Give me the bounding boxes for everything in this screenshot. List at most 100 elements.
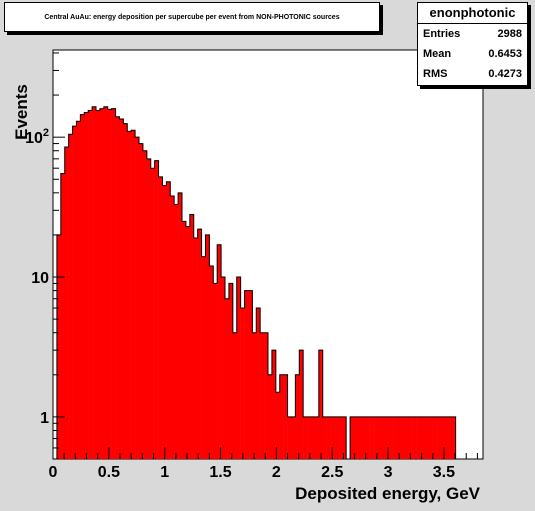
- histogram-bar: [342, 416, 347, 459]
- y-axis-label: Events: [12, 84, 31, 140]
- histogram-bar: [205, 234, 210, 459]
- histogram-bar: [76, 121, 81, 459]
- histogram-bar: [314, 416, 320, 459]
- stats-label: Entries: [423, 28, 461, 40]
- histogram-bar: [213, 283, 218, 459]
- histogram-bar: [209, 265, 214, 459]
- histogram-outline-path: [56, 106, 457, 460]
- histogram-bar: [322, 416, 327, 459]
- x-tick-label: 2.5: [321, 464, 343, 481]
- x-axis: 0 0.5 1 1.5 2 2.5 3 3.5: [49, 447, 478, 481]
- histogram-bar: [107, 109, 112, 459]
- histogram-bar: [377, 416, 382, 459]
- histogram-bar: [115, 116, 120, 459]
- histogram-bar: [451, 416, 456, 459]
- histogram-bar: [72, 126, 77, 459]
- x-tick-label: 1.5: [209, 464, 231, 481]
- histogram-bar: [80, 114, 85, 459]
- histogram-bar: [166, 181, 171, 459]
- histogram-bar: [447, 416, 453, 459]
- histogram-bar: [197, 229, 202, 459]
- stats-box: enonphotonic Entries 2988 Mean 0.6453 RM…: [417, 2, 528, 86]
- histogram-bar: [150, 168, 155, 459]
- histogram-bar: [287, 416, 292, 459]
- histogram-bar: [424, 416, 429, 459]
- histogram-bar: [350, 416, 355, 459]
- stats-label: RMS: [423, 68, 448, 80]
- histogram-bar: [236, 277, 241, 459]
- histogram-bar: [139, 143, 144, 459]
- x-axis-label: Deposited energy, GeV: [295, 484, 481, 503]
- histogram-bar: [99, 108, 105, 460]
- histogram-bar: [228, 283, 234, 459]
- histogram-bar: [60, 173, 66, 460]
- histogram-bar: [142, 150, 148, 459]
- histogram-bar: [318, 350, 324, 459]
- histogram-bar: [64, 147, 69, 460]
- histogram-bar: [221, 277, 226, 459]
- x-tick-label: 1: [160, 464, 169, 481]
- histogram-bar: [96, 110, 101, 460]
- histogram-bar: [127, 131, 132, 459]
- histogram-bar: [354, 416, 359, 459]
- histogram-bar: [248, 290, 253, 459]
- x-tick-label: 3: [384, 464, 393, 481]
- histogram-bar: [244, 290, 249, 459]
- histogram-bar: [119, 118, 124, 459]
- chart-title: Central AuAu: energy deposition per supe…: [4, 2, 380, 32]
- y-tick-label: 10: [31, 270, 49, 287]
- histogram-bar: [330, 416, 335, 459]
- histogram-bar: [397, 416, 402, 459]
- histogram-bar: [295, 374, 300, 459]
- histogram-bar: [416, 416, 421, 459]
- histogram-bar: [84, 112, 89, 459]
- histogram-bar: [400, 416, 406, 459]
- histogram-bar: [252, 332, 257, 459]
- stats-row-entries: Entries 2988: [418, 24, 527, 44]
- x-tick-label: 3.5: [433, 464, 455, 481]
- histogram-bar: [88, 110, 93, 460]
- histogram-bar: [299, 350, 304, 459]
- histogram-bar: [170, 195, 175, 459]
- histogram-bar: [146, 158, 152, 459]
- histogram-bar: [311, 416, 316, 459]
- y-tick-label: 1: [40, 410, 49, 427]
- histogram-bar: [260, 332, 265, 459]
- histogram-bar: [123, 123, 128, 460]
- histogram-bar: [408, 416, 413, 459]
- x-tick-label: 0.5: [98, 464, 120, 481]
- histogram-bar: [291, 416, 296, 459]
- histogram-bar: [338, 416, 343, 459]
- stats-value: 0.6453: [488, 48, 522, 60]
- histogram-bar: [201, 256, 206, 459]
- histogram-bar: [103, 106, 109, 459]
- stats-row-mean: Mean 0.6453: [418, 44, 527, 64]
- histogram-bar: [440, 416, 445, 459]
- histogram-bar: [303, 416, 308, 459]
- y-axis: 1 10 102: [25, 52, 65, 460]
- histogram-bar: [428, 416, 433, 459]
- histogram-bar: [432, 416, 437, 459]
- histogram-bar: [271, 350, 277, 459]
- histogram-outline: [56, 106, 457, 460]
- histogram-bar: [334, 416, 339, 459]
- histogram-bar: [158, 176, 163, 459]
- histogram-bar: [182, 221, 187, 459]
- stats-row-rms: RMS 0.4273: [418, 64, 527, 84]
- histogram-bar: [381, 416, 386, 459]
- x-tick-label: 0: [49, 464, 58, 481]
- stats-histogram-name: enonphotonic: [418, 3, 527, 24]
- y-tick-label: 102: [25, 127, 49, 147]
- histogram-bar: [283, 374, 288, 459]
- histogram-bar: [279, 374, 284, 459]
- histogram-bar: [264, 332, 269, 459]
- histogram-bar: [307, 416, 312, 459]
- histogram-bar: [256, 308, 261, 459]
- histogram-bar: [174, 204, 179, 459]
- histogram-bar: [412, 416, 417, 459]
- histogram-bar: [162, 185, 167, 460]
- stats-label: Mean: [423, 48, 452, 60]
- histogram-bar: [436, 416, 441, 459]
- histogram-bar: [225, 298, 230, 459]
- histogram-bar: [217, 244, 222, 459]
